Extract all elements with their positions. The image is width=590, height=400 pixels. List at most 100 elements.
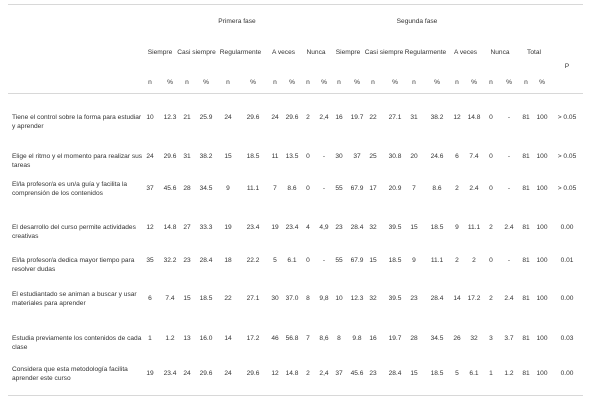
cell: 18.5 (430, 224, 444, 231)
header-rule (8, 93, 583, 94)
cell: 7.4 (469, 153, 479, 160)
cell: 16.0 (199, 335, 213, 342)
cell: 28.4 (430, 295, 444, 302)
cell: 24.6 (430, 153, 444, 160)
cell: 29.6 (246, 370, 260, 377)
cell: 14.8 (285, 370, 299, 377)
cell: 13 (183, 335, 191, 342)
cell: 81 (522, 295, 530, 302)
cell: 4 (306, 224, 310, 231)
cell: 2 (455, 257, 459, 264)
cell: 11.1 (246, 185, 260, 192)
cell: 7.4 (165, 295, 175, 302)
column-header: Nunca (490, 49, 510, 56)
cell: 23 (183, 257, 191, 264)
cell: 18.5 (388, 257, 402, 264)
cell: 26 (453, 335, 461, 342)
subcol-n: n (489, 79, 493, 86)
cell: 0 (489, 185, 493, 192)
cell: 37 (335, 370, 343, 377)
row-label: Tiene el control sobre la forma para est… (12, 114, 142, 130)
cell: 10 (146, 114, 154, 121)
subcol-n: n (524, 79, 528, 86)
bottom-rule (8, 395, 583, 396)
cell: 16 (369, 335, 377, 342)
subcol-pct: % (471, 79, 477, 86)
cell: 32 (369, 224, 377, 231)
cell: 28 (410, 335, 418, 342)
subcol-pct: % (203, 79, 209, 86)
p-value: 0.00 (560, 370, 574, 377)
cell: 27 (183, 224, 191, 231)
cell: 2 (306, 370, 310, 377)
cell: 29.6 (199, 370, 213, 377)
cell: 38.2 (199, 153, 213, 160)
cell: 23.4 (285, 224, 299, 231)
cell: - (507, 185, 511, 192)
cell: 32 (470, 335, 478, 342)
cell: 11.1 (467, 224, 481, 231)
cell: 100 (536, 153, 548, 160)
cell: 30.8 (388, 153, 402, 160)
cell: 15 (410, 370, 418, 377)
cell: 24 (224, 370, 232, 377)
cell: 22.2 (246, 257, 260, 264)
subcol-pct: % (392, 79, 398, 86)
cell: 1 (148, 335, 152, 342)
cell: 0 (489, 153, 493, 160)
cell: - (507, 114, 511, 121)
cell: - (507, 153, 511, 160)
cell: 28 (183, 185, 191, 192)
cell: 1.2 (165, 335, 175, 342)
cell: 19.7 (350, 114, 364, 121)
cell: 29.6 (163, 153, 177, 160)
cell: 100 (536, 257, 548, 264)
cell: 9,8 (319, 295, 329, 302)
cell: 2.4 (469, 185, 479, 192)
cell: 28.4 (350, 224, 364, 231)
cell: 23.4 (246, 224, 260, 231)
cell: 5 (455, 370, 459, 377)
cell: 25.9 (199, 114, 213, 121)
cell: 23 (335, 224, 343, 231)
cell: 18 (224, 257, 232, 264)
cell: 37 (353, 153, 361, 160)
row-label: El estudiantado se animan a buscar y usa… (12, 291, 137, 307)
p-value: 0.00 (560, 224, 574, 231)
column-header: Siempre (147, 49, 173, 56)
cell: 12.3 (350, 295, 364, 302)
subcol-n: n (148, 79, 152, 86)
cell: 7 (412, 185, 416, 192)
row-label: Elige el ritmo y el momento para realiza… (12, 153, 143, 169)
subcol-pct: % (321, 79, 327, 86)
column-header: A veces (271, 49, 296, 56)
cell: 39.5 (388, 224, 402, 231)
cell: 31 (183, 153, 191, 160)
cell: 81 (522, 224, 530, 231)
cell: 13.5 (285, 153, 299, 160)
subcol-pct: % (354, 79, 360, 86)
column-header: Casi siempre (364, 49, 404, 56)
cell: 20.9 (388, 185, 402, 192)
cell: 30 (335, 153, 343, 160)
cell: 9.8 (352, 335, 362, 342)
subcol-n: n (412, 79, 416, 86)
cell: 3 (489, 335, 493, 342)
cell: 12 (453, 114, 461, 121)
cell: 29.6 (246, 114, 260, 121)
cell: 81 (522, 185, 530, 192)
cell: - (322, 257, 326, 264)
cell: 8.6 (287, 185, 297, 192)
group-header: Primera fase (218, 18, 256, 25)
cell: 35 (146, 257, 154, 264)
cell: 45.6 (163, 185, 177, 192)
cell: 21 (183, 114, 191, 121)
cell: 81 (522, 370, 530, 377)
cell: 0 (489, 114, 493, 121)
cell: 11.1 (430, 257, 444, 264)
column-header: P (564, 63, 570, 70)
cell: 18.5 (246, 153, 260, 160)
cell: 8 (337, 335, 341, 342)
cell: 24 (183, 370, 191, 377)
